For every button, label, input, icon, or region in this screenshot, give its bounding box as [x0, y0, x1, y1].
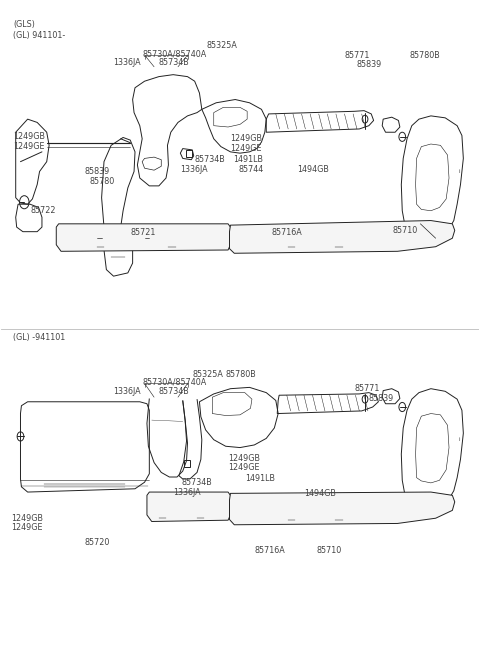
Text: 85839: 85839: [357, 60, 382, 70]
Text: (GL) -941101: (GL) -941101: [13, 333, 66, 342]
Text: 85780B: 85780B: [409, 51, 440, 60]
Text: 85325A: 85325A: [192, 370, 223, 379]
Polygon shape: [56, 224, 230, 251]
Polygon shape: [147, 492, 230, 522]
Text: (GLS)
(GL) 941101-: (GLS) (GL) 941101-: [13, 20, 66, 40]
Text: 85771: 85771: [355, 384, 380, 393]
Text: 85780: 85780: [90, 177, 115, 186]
Text: 1336JA: 1336JA: [114, 58, 141, 67]
Text: 85325A: 85325A: [206, 41, 238, 51]
Text: 85721: 85721: [130, 228, 156, 237]
Text: 1494GB: 1494GB: [297, 165, 329, 174]
Text: 1249GE: 1249GE: [230, 144, 262, 153]
Polygon shape: [229, 221, 455, 253]
Text: 1491LB: 1491LB: [245, 474, 275, 483]
Text: 85710: 85710: [393, 226, 418, 235]
Text: 85710: 85710: [316, 546, 342, 555]
Text: 1491LB: 1491LB: [233, 155, 263, 164]
Text: 85722: 85722: [30, 206, 56, 215]
Text: 1249GE: 1249GE: [13, 142, 45, 151]
Text: 85771: 85771: [345, 51, 371, 60]
Text: 1336JA: 1336JA: [180, 165, 208, 174]
Text: 1249GE: 1249GE: [228, 463, 260, 472]
Text: 85839: 85839: [369, 394, 394, 403]
Text: 85730A/85740A: 85730A/85740A: [142, 49, 206, 58]
Text: 85716A: 85716A: [254, 546, 285, 555]
Text: 85780B: 85780B: [226, 370, 256, 379]
Text: 85730A/85740A: 85730A/85740A: [142, 378, 206, 387]
Text: 85839: 85839: [85, 167, 110, 176]
Bar: [184, 460, 191, 467]
Text: 1249GB: 1249GB: [230, 134, 263, 143]
Text: 1249GB: 1249GB: [228, 453, 260, 463]
Text: 1249GB: 1249GB: [11, 514, 43, 523]
Text: 85716A: 85716A: [271, 228, 302, 237]
Text: 1249GE: 1249GE: [11, 523, 42, 532]
Text: i: i: [459, 169, 460, 174]
Bar: [186, 150, 192, 157]
Text: 1494GB: 1494GB: [304, 489, 336, 498]
Text: 1336JA: 1336JA: [114, 387, 141, 396]
Text: 85734B: 85734B: [182, 478, 213, 487]
Text: 85734B: 85734B: [159, 58, 190, 67]
Text: 85744: 85744: [239, 165, 264, 174]
Text: i: i: [459, 437, 460, 442]
Text: 85734B: 85734B: [195, 155, 226, 164]
Text: 85720: 85720: [85, 538, 110, 547]
Text: 85734B: 85734B: [159, 387, 190, 396]
Polygon shape: [229, 492, 455, 525]
Text: 1336JA: 1336JA: [173, 487, 201, 497]
Text: 1249GB: 1249GB: [13, 132, 45, 141]
